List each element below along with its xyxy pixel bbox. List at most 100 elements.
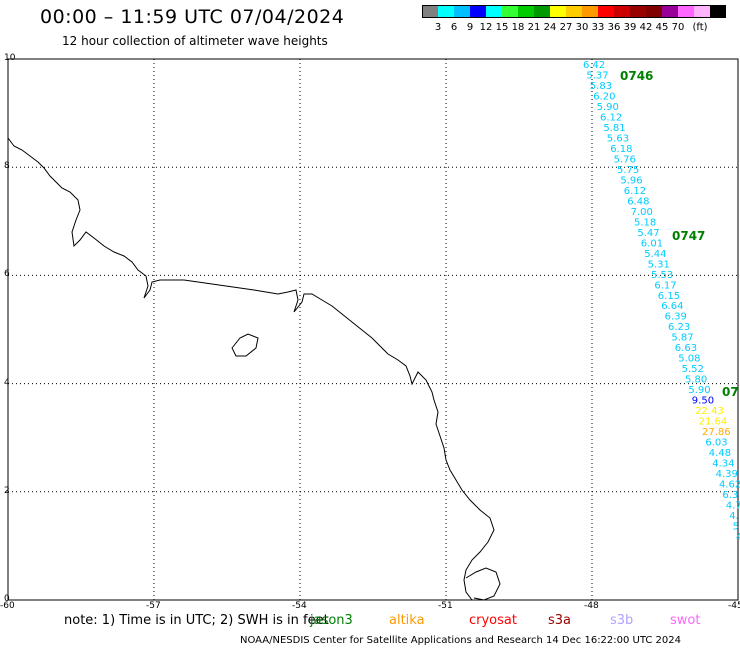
wave-height-label: 7.00 bbox=[631, 207, 653, 218]
wave-height-label: 6.12 bbox=[624, 186, 646, 197]
map-subtitle: 12 hour collection of altimeter wave hei… bbox=[62, 34, 328, 48]
color-swatch bbox=[518, 5, 534, 18]
wave-height-label: 6.03 bbox=[705, 438, 727, 449]
color-swatch bbox=[614, 5, 630, 18]
color-scale-label: 27 bbox=[559, 22, 573, 33]
latitude-tick-label: 2 bbox=[4, 485, 10, 496]
color-scale-label: 3 bbox=[434, 22, 442, 33]
color-scale-label: 15 bbox=[495, 22, 509, 33]
color-scale-label: 33 bbox=[591, 22, 605, 33]
wave-height-label: 5.53 bbox=[651, 270, 673, 281]
longitude-tick-label: -57 bbox=[146, 601, 161, 611]
wave-height-label: 5.90 bbox=[688, 385, 710, 396]
wave-height-label: 4.39 bbox=[716, 469, 738, 480]
color-swatch bbox=[694, 5, 710, 18]
color-scale-label: 6 bbox=[450, 22, 458, 33]
satellite-legend-item: swot bbox=[670, 613, 701, 628]
color-scale-label: 9 bbox=[466, 22, 474, 33]
wave-height-label: 6.17 bbox=[654, 280, 676, 291]
map-title: 00:00 – 11:59 UTC 07/04/2024 bbox=[40, 6, 345, 28]
color-swatch bbox=[454, 5, 470, 18]
wave-height-label: 5.81 bbox=[603, 123, 625, 134]
wave-height-label: 6.23 bbox=[668, 322, 690, 333]
wave-height-label: 4 bbox=[736, 532, 740, 543]
longitude-tick-label: -54 bbox=[292, 601, 307, 611]
color-swatch bbox=[566, 5, 582, 18]
wave-height-label: 27.86 bbox=[702, 427, 731, 438]
wave-height-label: 5.37 bbox=[586, 70, 608, 81]
color-scale-label: 70 bbox=[671, 22, 685, 33]
wave-height-label: 5.47 bbox=[637, 228, 659, 239]
longitude-tick-label: -48 bbox=[584, 601, 599, 611]
color-scale-label: 18 bbox=[511, 22, 525, 33]
satellite-legend-item: jason3 bbox=[310, 613, 353, 628]
wave-height-label: 5.18 bbox=[634, 217, 656, 228]
color-scale-label: 12 bbox=[479, 22, 493, 33]
color-scale-outline bbox=[422, 5, 726, 18]
wave-height-label: 6.48 bbox=[627, 196, 649, 207]
color-swatch bbox=[646, 5, 662, 18]
color-swatch bbox=[486, 5, 502, 18]
color-scale-label: 36 bbox=[607, 22, 621, 33]
wave-height-label: 6.18 bbox=[610, 144, 632, 155]
wave-height-label: 6.39 bbox=[665, 312, 687, 323]
latitude-tick-label: 8 bbox=[4, 161, 10, 172]
color-swatch bbox=[438, 5, 454, 18]
wave-height-label: 5.90 bbox=[597, 102, 619, 113]
wave-height-label: 4. bbox=[729, 511, 739, 522]
wave-height-label: 5.75 bbox=[617, 165, 639, 176]
footnote-text: note: 1) Time is in UTC; 2) SWH is in fe… bbox=[64, 613, 329, 628]
longitude-tick-label: -60 bbox=[0, 601, 15, 611]
wave-height-label: 4.62 bbox=[719, 480, 740, 491]
wave-height-label: 5 bbox=[733, 522, 739, 533]
wave-height-label: 9.50 bbox=[692, 396, 714, 407]
latitude-tick-label: 4 bbox=[4, 377, 10, 388]
wave-height-label: 22.43 bbox=[695, 406, 724, 417]
wave-height-label: 6.12 bbox=[600, 112, 622, 123]
color-swatch bbox=[470, 5, 486, 18]
latitude-tick-label: 10 bbox=[4, 53, 16, 63]
river-mouth-outline bbox=[465, 567, 501, 601]
wave-height-label: 6.15 bbox=[658, 291, 680, 302]
color-swatch bbox=[534, 5, 550, 18]
latitude-tick-label: 6 bbox=[4, 269, 10, 280]
pass-time-label: 0746 bbox=[620, 69, 653, 83]
satellite-legend-item: s3b bbox=[610, 613, 634, 628]
island-outline bbox=[231, 333, 259, 357]
wave-height-label: 4.34 bbox=[712, 459, 734, 470]
wave-height-label: 6.3 bbox=[722, 490, 738, 501]
color-scale-label: 30 bbox=[575, 22, 589, 33]
wave-height-label: 6.01 bbox=[641, 238, 663, 249]
color-swatch bbox=[678, 5, 694, 18]
coastline bbox=[7, 137, 495, 601]
longitude-tick-label: -51 bbox=[438, 601, 453, 611]
color-scale-label: 42 bbox=[639, 22, 653, 33]
longitude-tick-label: -45 bbox=[728, 601, 740, 611]
pass-time-label: 0747 bbox=[672, 229, 705, 243]
credit-line: NOAA/NESDIS Center for Satellite Applica… bbox=[240, 635, 682, 646]
map-frame bbox=[7, 58, 739, 601]
satellite-legend-item: cryosat bbox=[469, 613, 517, 628]
wave-height-label: 6.64 bbox=[661, 301, 683, 312]
color-swatch bbox=[502, 5, 518, 18]
color-swatch bbox=[710, 5, 726, 18]
satellite-legend-item: s3a bbox=[548, 613, 572, 628]
wave-height-label: 5.96 bbox=[620, 175, 642, 186]
wave-height-label: 5.08 bbox=[678, 354, 700, 365]
wave-height-label: 5.76 bbox=[614, 154, 636, 165]
color-scale-label: 24 bbox=[543, 22, 557, 33]
wave-height-label: 5.52 bbox=[682, 364, 704, 375]
wave-height-label: 5.31 bbox=[648, 259, 670, 270]
wave-height-label: 5.87 bbox=[671, 333, 693, 344]
wave-height-label: 4.48 bbox=[709, 448, 731, 459]
color-swatch bbox=[550, 5, 566, 18]
pass-time-label: 07 bbox=[722, 385, 739, 399]
wave-height-label: 6.20 bbox=[593, 91, 615, 102]
wave-height-label: 4.7 bbox=[726, 501, 740, 512]
wave-height-label: 6.63 bbox=[675, 343, 697, 354]
map-plot: 6.425.375.836.205.906.125.815.636.185.76… bbox=[7, 58, 740, 601]
color-swatch bbox=[598, 5, 614, 18]
wave-height-label: 5.44 bbox=[644, 249, 666, 260]
color-swatch bbox=[662, 5, 678, 18]
color-scale-label: 21 bbox=[527, 22, 541, 33]
